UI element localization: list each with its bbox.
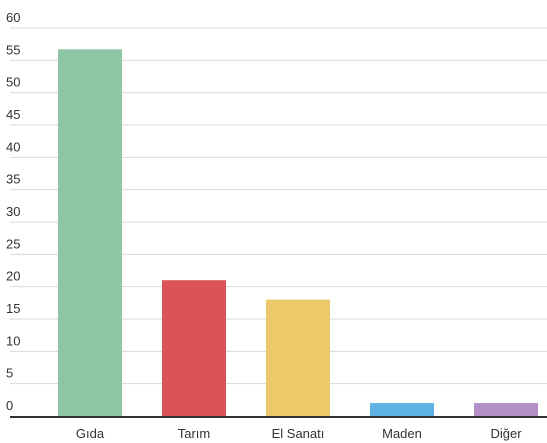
y-tick-label: 10 — [6, 333, 20, 348]
bar-1 — [162, 280, 226, 416]
y-tick-label: 45 — [6, 107, 20, 122]
y-tick-label: 5 — [6, 366, 13, 381]
y-tick-label: 50 — [6, 75, 20, 90]
bar-2 — [266, 299, 330, 416]
x-category-label: Maden — [382, 426, 422, 441]
y-tick-label: 35 — [6, 172, 20, 187]
x-category-label: Tarım — [178, 426, 211, 441]
x-axis-labels: Gıda Tarım El Sanatı Maden Diğer — [76, 426, 522, 441]
x-category-label: El Sanatı — [272, 426, 325, 441]
y-tick-label: 25 — [6, 236, 20, 251]
x-category-label: Gıda — [76, 426, 105, 441]
y-axis-ticks: 0 5 10 15 20 25 30 35 40 45 50 55 60 — [6, 10, 20, 413]
y-tick-label: 55 — [6, 42, 20, 57]
y-tick-label: 15 — [6, 301, 20, 316]
y-tick-label: 0 — [6, 398, 13, 413]
y-tick-label: 40 — [6, 139, 20, 154]
y-tick-label: 20 — [6, 269, 20, 284]
x-category-label: Diğer — [490, 426, 522, 441]
y-tick-label: 60 — [6, 10, 20, 25]
y-tick-label: 30 — [6, 204, 20, 219]
bar-4 — [474, 403, 538, 416]
bar-3 — [370, 403, 434, 416]
bars — [58, 49, 538, 417]
bar-0 — [58, 49, 122, 417]
